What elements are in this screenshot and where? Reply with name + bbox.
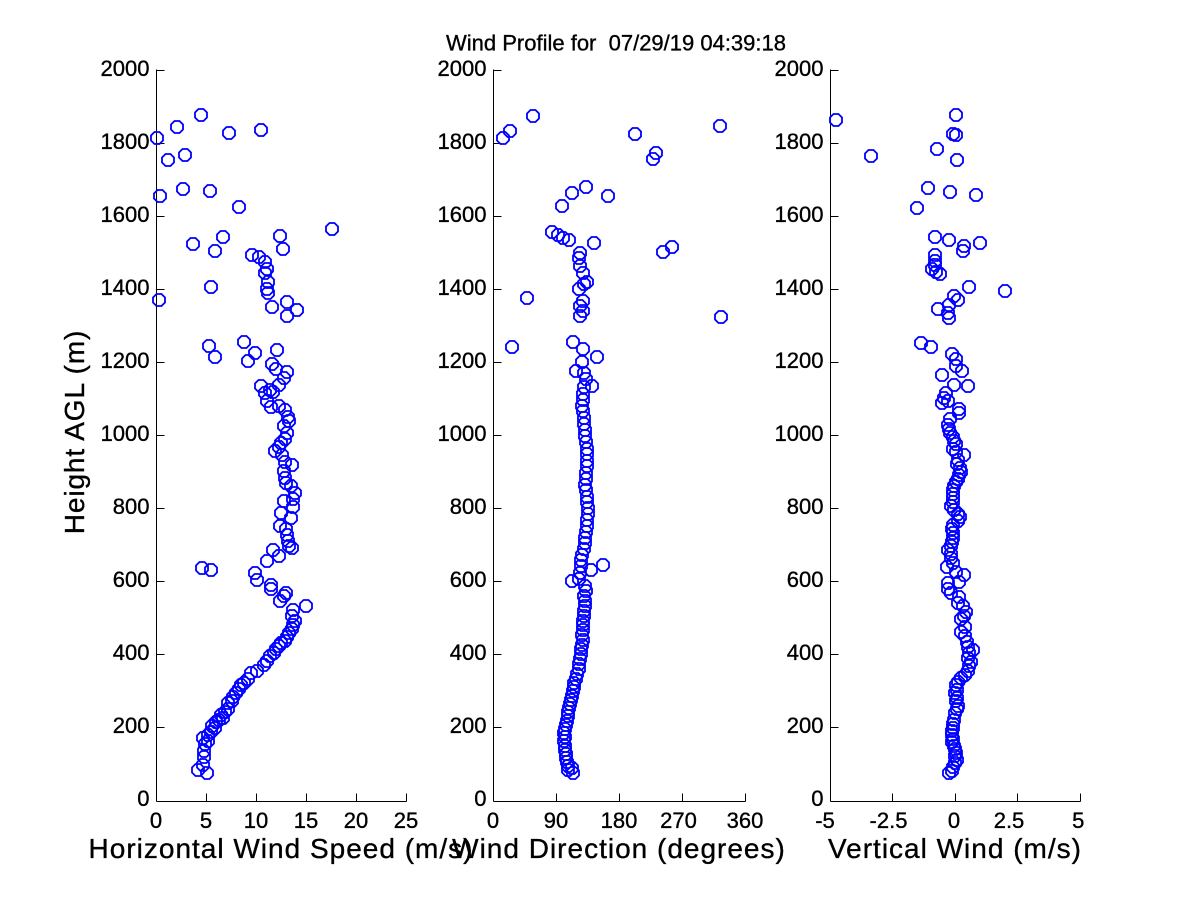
svg-text:Wind Direction (degrees): Wind Direction (degrees) <box>452 833 786 864</box>
svg-text:200: 200 <box>450 713 487 738</box>
svg-text:200: 200 <box>113 713 150 738</box>
svg-text:180: 180 <box>601 808 638 833</box>
svg-text:20: 20 <box>344 808 368 833</box>
svg-text:1200: 1200 <box>775 348 824 373</box>
svg-text:0: 0 <box>150 808 162 833</box>
svg-text:1400: 1400 <box>101 275 150 300</box>
svg-text:1000: 1000 <box>101 421 150 446</box>
svg-text:800: 800 <box>450 494 487 519</box>
svg-text:600: 600 <box>450 567 487 592</box>
svg-text:600: 600 <box>787 567 824 592</box>
svg-text:0: 0 <box>137 786 149 811</box>
svg-text:1400: 1400 <box>775 275 824 300</box>
svg-text:600: 600 <box>113 567 150 592</box>
svg-text:0: 0 <box>811 786 823 811</box>
svg-text:2000: 2000 <box>775 56 824 81</box>
svg-text:5: 5 <box>1072 808 1084 833</box>
svg-text:0: 0 <box>487 808 499 833</box>
svg-text:25: 25 <box>394 808 418 833</box>
svg-text:-2.5: -2.5 <box>870 808 908 833</box>
svg-text:1800: 1800 <box>775 129 824 154</box>
svg-text:0: 0 <box>474 786 486 811</box>
svg-text:Vertical Wind (m/s): Vertical Wind (m/s) <box>828 833 1082 864</box>
svg-text:0: 0 <box>948 808 960 833</box>
svg-text:90: 90 <box>544 808 568 833</box>
svg-text:Horizontal Wind Speed (m/s): Horizontal Wind Speed (m/s) <box>89 833 474 864</box>
svg-text:400: 400 <box>450 640 487 665</box>
svg-text:200: 200 <box>787 713 824 738</box>
svg-text:800: 800 <box>787 494 824 519</box>
svg-text:2000: 2000 <box>438 56 487 81</box>
svg-text:1800: 1800 <box>101 129 150 154</box>
svg-text:Wind Profile for 07/29/19 04:: Wind Profile for 07/29/19 04:39:18 <box>446 31 786 56</box>
svg-text:2.5: 2.5 <box>994 808 1025 833</box>
svg-text:2000: 2000 <box>101 56 150 81</box>
svg-text:1000: 1000 <box>775 421 824 446</box>
svg-text:400: 400 <box>787 640 824 665</box>
svg-text:270: 270 <box>660 808 697 833</box>
svg-text:1600: 1600 <box>438 202 487 227</box>
svg-text:800: 800 <box>113 494 150 519</box>
svg-text:15: 15 <box>294 808 318 833</box>
svg-text:1200: 1200 <box>101 348 150 373</box>
svg-text:1000: 1000 <box>438 421 487 446</box>
svg-text:5: 5 <box>200 808 212 833</box>
svg-text:1800: 1800 <box>438 129 487 154</box>
svg-text:1200: 1200 <box>438 348 487 373</box>
svg-text:Height AGL (m): Height AGL (m) <box>59 330 90 535</box>
svg-text:360: 360 <box>727 808 764 833</box>
svg-text:1600: 1600 <box>101 202 150 227</box>
svg-text:400: 400 <box>113 640 150 665</box>
svg-text:-5: -5 <box>815 808 835 833</box>
svg-text:1400: 1400 <box>438 275 487 300</box>
svg-text:1600: 1600 <box>775 202 824 227</box>
svg-text:10: 10 <box>244 808 268 833</box>
